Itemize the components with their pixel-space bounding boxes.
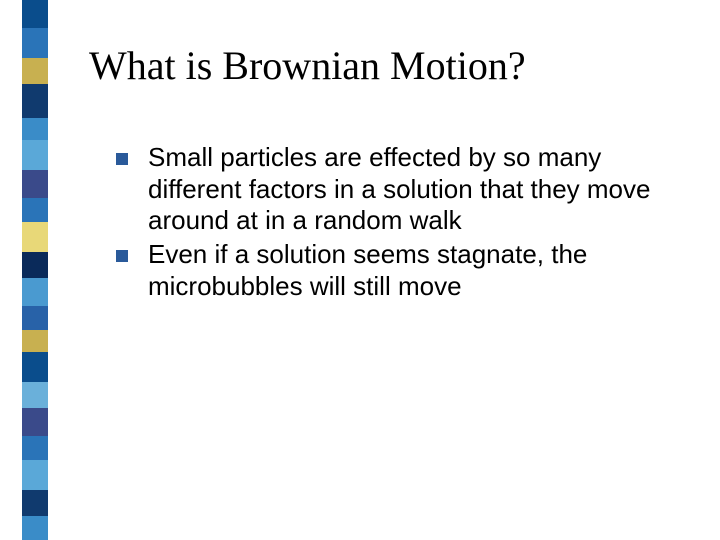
decor-segment [22, 516, 48, 540]
decor-segment [22, 28, 48, 58]
decor-segment [22, 352, 48, 382]
decor-segment [22, 170, 48, 198]
decor-segment [22, 0, 48, 28]
decor-segment [22, 330, 48, 352]
decor-segment [22, 84, 48, 118]
page-title: What is Brownian Motion? [89, 42, 526, 89]
list-item: Even if a solution seems stagnate, the m… [116, 239, 676, 302]
decor-segment [22, 222, 48, 252]
bullet-square-icon [116, 153, 128, 165]
decor-segment [22, 198, 48, 222]
decor-segment [22, 252, 48, 278]
decor-segment [22, 436, 48, 460]
decor-segment [22, 408, 48, 436]
bullet-text: Small particles are effected by so many … [148, 142, 676, 237]
list-item: Small particles are effected by so many … [116, 142, 676, 237]
decor-segment [22, 382, 48, 408]
bullet-text: Even if a solution seems stagnate, the m… [148, 239, 676, 302]
decor-segment [22, 140, 48, 170]
decor-segment [22, 58, 48, 84]
decor-segment [22, 278, 48, 306]
decor-segment [22, 460, 48, 490]
decor-segment [22, 118, 48, 140]
bullet-square-icon [116, 250, 128, 262]
decor-segment [22, 490, 48, 516]
bullet-list: Small particles are effected by so many … [116, 142, 676, 305]
decorative-strip [22, 0, 48, 540]
decor-segment [22, 306, 48, 330]
